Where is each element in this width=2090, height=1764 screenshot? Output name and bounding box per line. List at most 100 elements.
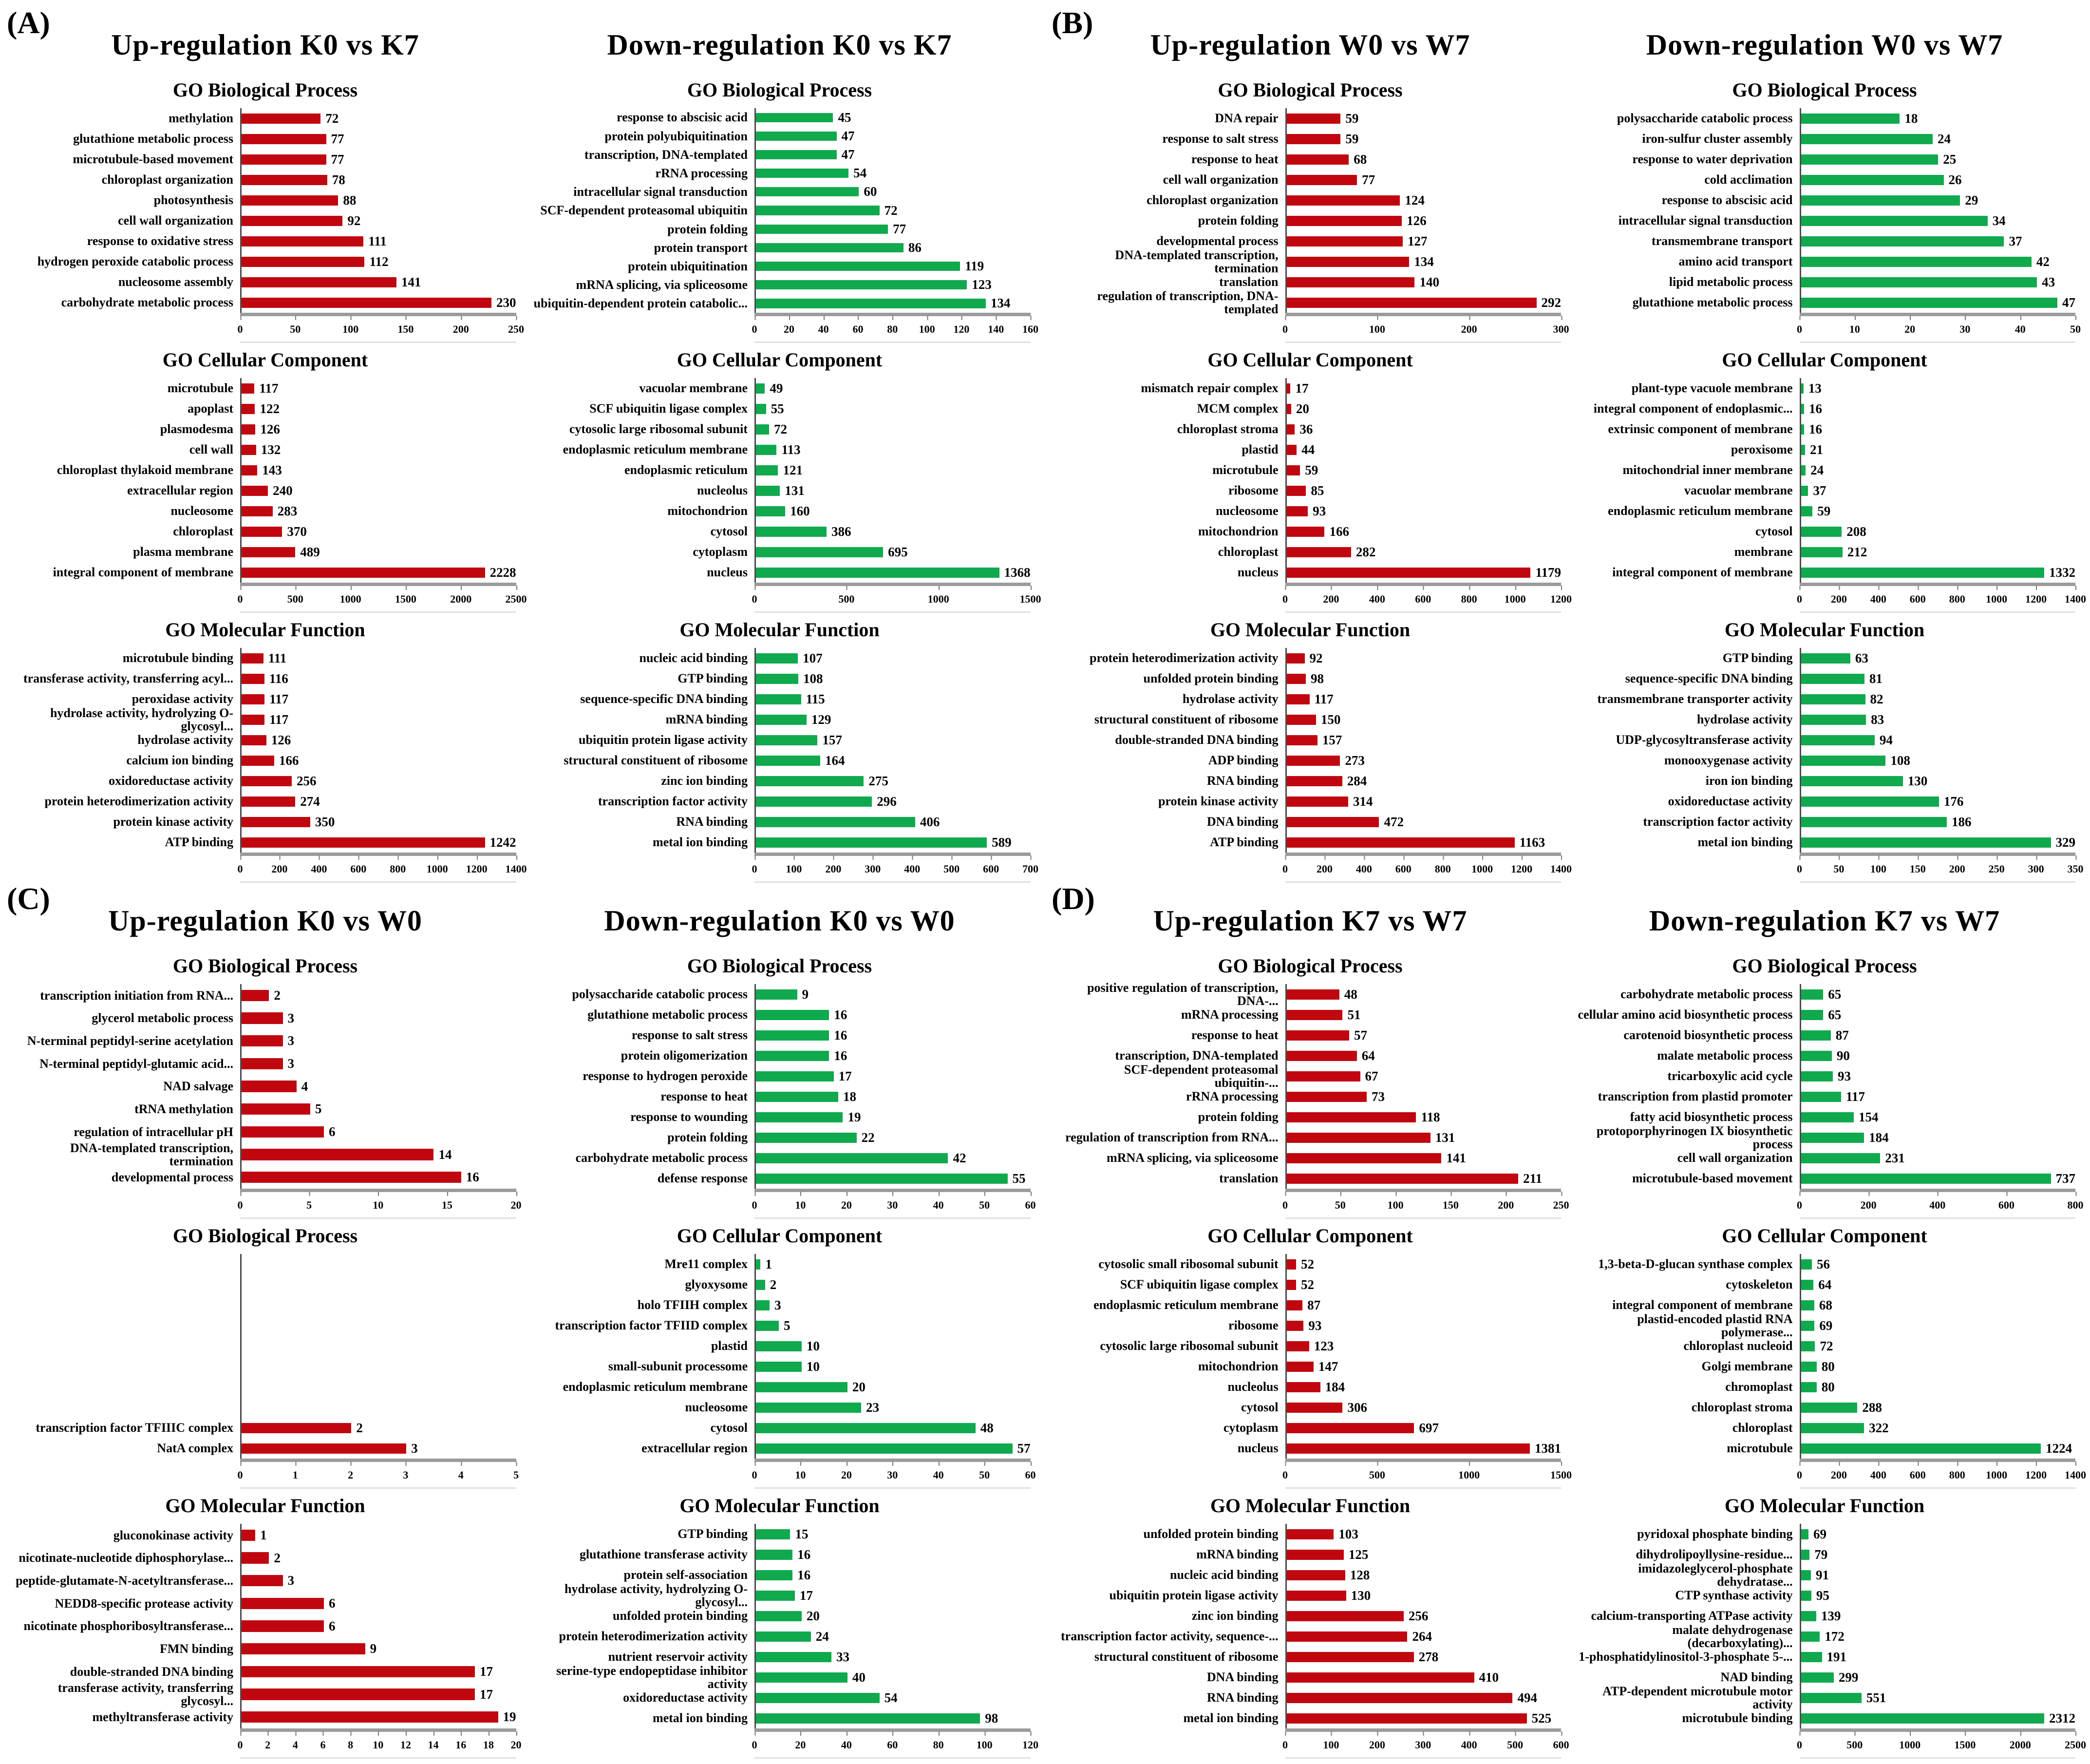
bar-row: cytosol 48 [529,1418,1031,1438]
chart-plot: 1,3-beta-D-glucan synthase complex 56 cyto… [1574,1254,2075,1459]
bar-track: 1242 [240,832,516,853]
axis-tick: 600 [1998,1192,2015,1211]
bar-track: 370 [240,521,516,542]
bar-row: chloroplast stroma 36 [1059,419,1561,439]
category-label: nicotinate-nucleotide diphosphorylase... [19,1551,233,1565]
category-label: protein folding [667,1130,748,1145]
bar-row: protein heterodimerization activity 92 [1059,648,1561,668]
category-label: response to abscisic acid [617,110,748,125]
category-label: nucleus [707,565,748,580]
panel-columns: Up-regulation K7 vs W7 GO Biological Proc… [1049,883,2086,1764]
axis-tick: 20 [841,1192,852,1211]
x-axis: 0 200 400 600 800 1000 1200 1400 [238,853,527,881]
bar-track: 88 [240,190,516,210]
bar-track: 6 [240,1614,516,1638]
bar-track: 126 [240,730,516,750]
bar [242,277,396,287]
bar-row: ubiquitin-dependent protein catabolic...… [529,294,1031,313]
value-label: 494 [1517,1690,1537,1705]
value-label: 122 [260,401,280,416]
bar-row: GTP binding 15 [529,1524,1031,1544]
bar-row: nucleolus 184 [1059,1377,1561,1397]
bar-row: regulation of intracellular pH 6 [15,1120,516,1143]
bar [242,796,296,807]
category-label: cytoskeleton [1726,1277,1793,1292]
bar-track: 52 [1285,1274,1562,1295]
bar [756,383,765,394]
category-label: cytosol [1241,1400,1279,1415]
bar-track: 292 [1285,292,1562,313]
bar [756,816,915,827]
bar-row: membrane 212 [1574,542,2075,562]
bar-row: polysaccharide catabolic process 9 [529,984,1031,1005]
section-title: Up-regulation K0 vs W0 [108,905,422,937]
bar [1286,1320,1304,1331]
category-label: CTP synthase activity [1675,1588,1793,1603]
bar-row: chloroplast stroma 288 [1574,1397,2075,1418]
bar-track: 98 [1285,668,1562,689]
value-label: 211 [1523,1171,1543,1186]
axis-tick: 0 [237,586,243,605]
value-label: 2 [770,1277,777,1292]
bar-track: 172 [1799,1626,2076,1647]
bar [1801,485,1808,496]
chart-plot: response to abscisic acid 45 protein polyu… [529,108,1031,313]
bar-track: 107 [754,648,1031,668]
bar [756,735,818,745]
bar-track: 54 [754,1688,1031,1708]
value-label: 131 [785,483,805,498]
category-label: protein folding [667,222,748,236]
axis-tick: 50 [979,1461,990,1481]
bar-track: 288 [1799,1397,2076,1418]
value-label: 1224 [2046,1441,2072,1456]
bar-track: 489 [240,542,516,562]
axis-tick: 0 [752,316,757,335]
value-label: 292 [1541,295,1562,310]
category-label: small-subunit processome [608,1359,748,1374]
bar-track: 140 [1285,272,1562,292]
bar-track: 51 [1285,1005,1562,1025]
bar-track: 17 [240,1660,516,1683]
bar-track: 18 [1799,108,2076,129]
bar [756,465,778,475]
axis-tick: 200 [1949,855,1965,875]
category-label: nucleolus [697,483,748,498]
bar-row: plastid 10 [529,1336,1031,1356]
bar [242,383,255,394]
bar [242,1149,434,1160]
bar [1801,1692,1862,1703]
value-label: 65 [1828,1007,1842,1022]
bar-row: response to abscisic acid 29 [1574,190,2075,210]
bar-row: mitochondrion 160 [529,501,1031,521]
bar [756,1009,829,1020]
bar [756,1091,839,1102]
axis-tick: 1000 [426,855,448,875]
bar-track: 278 [1285,1647,1562,1667]
bar-track: 472 [1285,812,1562,832]
category-label: endoplasmic reticulum membrane [563,1380,748,1394]
axis-tick: 400 [1356,855,1372,875]
axis-tick: 150 [1442,1192,1459,1211]
value-label: 3 [287,1573,295,1588]
chart-plot: transcription initiation from RNA... 2 gly… [15,984,516,1189]
bar-row: regulation of transcription, DNA-templat… [1059,289,1562,316]
chart-plot: pyridoxal phosphate binding 69 dihydrolipo… [1574,1524,2075,1728]
bar-track: 131 [1285,1127,1562,1148]
bar [1286,1009,1343,1020]
chart-plot: cytosolic small ribosomal subunit 52 SCF u… [1059,1254,1561,1459]
category-label: SCF ubiquitin ligase complex [589,401,748,416]
bar-row: hydrolase activity, hydrolyzing O-glycos… [529,1582,1031,1609]
category-label: mismatch repair complex [1141,381,1279,396]
bar-track: 16 [240,1166,516,1189]
axis-tick: 1200 [466,855,488,875]
bar [1801,1402,1858,1413]
value-label: 2312 [2049,1710,2075,1726]
value-label: 2228 [490,565,516,580]
value-label: 695 [888,544,908,559]
bar-row: tricarboxylic acid cycle 93 [1574,1066,2075,1086]
bar-row: cytoplasm 697 [1059,1418,1561,1438]
bar-track: 36 [1285,419,1562,439]
bar [242,755,274,766]
bar [1801,1361,1817,1372]
bar-track: 131 [754,480,1031,501]
